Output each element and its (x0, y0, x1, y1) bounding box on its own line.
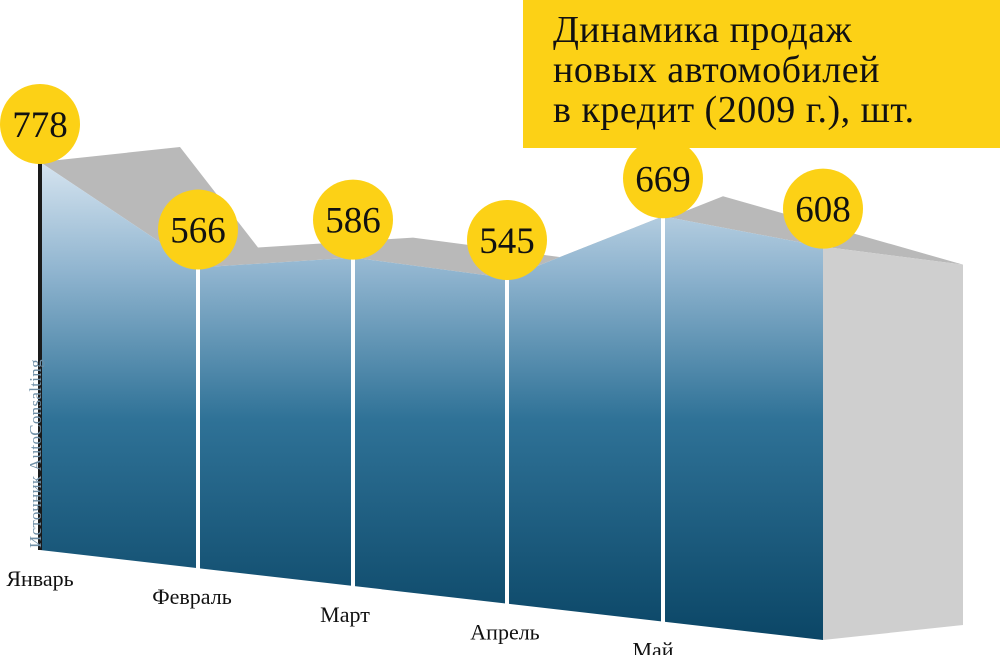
value-marker: 778 (0, 84, 80, 164)
chart-title: Динамика продаж новых автомобилей в кред… (553, 9, 915, 131)
value-marker-circle (313, 179, 393, 260)
month-label: Май (632, 638, 673, 655)
month-label: Январь (6, 566, 73, 591)
value-marker-circle (783, 168, 863, 249)
value-marker-circle (158, 189, 238, 270)
chart-category-labels: ЯнварьФевральМартАпрельМайИюнь (6, 566, 673, 655)
value-label: 566 (170, 211, 226, 252)
chart-value-markers: 778 566 586 545 669 608 (0, 84, 863, 280)
chart-dividers (196, 216, 665, 626)
month-label: Февраль (152, 584, 232, 609)
value-label: 778 (12, 105, 68, 146)
value-label: 608 (795, 190, 851, 231)
value-marker: 586 (313, 179, 393, 260)
side-face (823, 246, 963, 640)
value-marker-circle (0, 84, 80, 164)
value-label: 586 (325, 201, 381, 242)
month-label: Апрель (470, 620, 539, 645)
value-marker: 669 (623, 138, 703, 219)
value-marker: 608 (783, 168, 863, 249)
value-marker-circle (467, 200, 547, 280)
front-area (40, 162, 823, 640)
chart-front-area (38, 162, 823, 640)
value-label: 545 (479, 221, 535, 262)
value-marker: 566 (158, 189, 238, 270)
value-marker-circle (623, 138, 703, 219)
value-label: 669 (635, 159, 691, 200)
source-label: Источник AutoConsalting (26, 359, 45, 548)
value-marker: 545 (467, 200, 547, 280)
month-label: Март (320, 602, 370, 627)
title-box: Динамика продаж новых автомобилей в кред… (523, 0, 1000, 148)
